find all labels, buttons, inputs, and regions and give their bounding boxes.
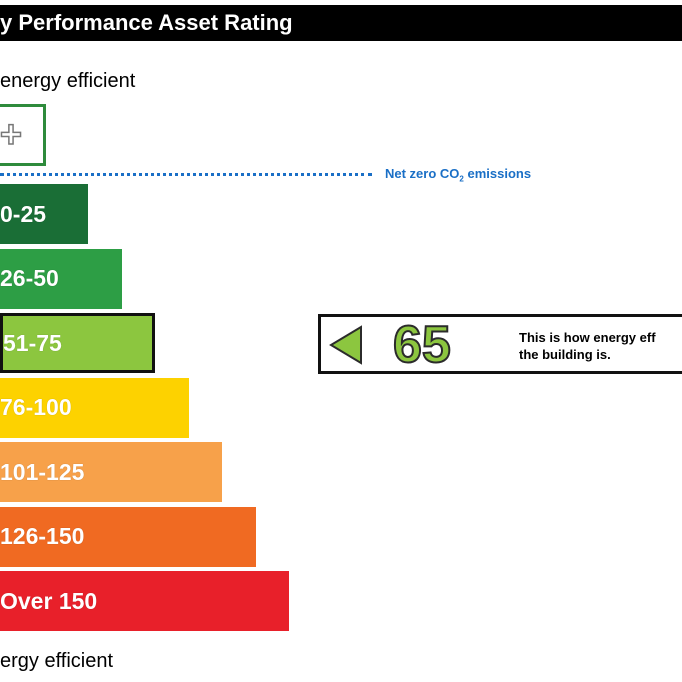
top-efficiency-label: energy efficient	[0, 70, 136, 92]
rating-band-label: 51-75	[3, 329, 62, 356]
net-zero-divider	[0, 173, 372, 176]
rating-caption-line1: This is how energy eff	[519, 330, 656, 345]
pointer-arrow-icon	[329, 325, 362, 365]
rating-band-label: 26-50	[0, 265, 59, 291]
rating-band-label: 101-125	[0, 458, 85, 485]
current-rating-indicator: 65 This is how energy eff the building i…	[318, 314, 682, 375]
rating-band-5: 126-150	[0, 506, 256, 567]
rating-band-0: 0-25	[0, 184, 88, 244]
bottom-efficiency-label: ergy efficient	[0, 650, 114, 672]
rating-band-3: 76-100	[0, 377, 189, 438]
page-title: y Performance Asset Rating	[0, 5, 682, 41]
rating-value: 65	[392, 315, 452, 375]
plus-icon: +	[0, 114, 23, 156]
rating-band-label: 76-100	[0, 394, 72, 420]
rating-band-label: 0-25	[0, 200, 47, 227]
net-zero-label-text: Net zero CO	[385, 166, 460, 181]
rating-caption-line2: the building is.	[519, 347, 611, 362]
net-zero-label-suffix: emissions	[463, 166, 532, 181]
rating-caption: This is how energy eff the building is.	[519, 329, 656, 363]
rating-band-2: 51-75	[0, 313, 155, 373]
net-zero-subscript: 2	[459, 174, 464, 184]
aplus-band: +	[0, 104, 46, 166]
rating-band-label: 126-150	[0, 523, 85, 549]
rating-band-1: 26-50	[0, 248, 122, 309]
rating-band-4: 101-125	[0, 442, 222, 502]
rating-band-6: Over 150	[0, 571, 289, 631]
net-zero-label: Net zero CO2 emissions	[385, 166, 531, 184]
rating-band-label: Over 150	[0, 587, 98, 614]
